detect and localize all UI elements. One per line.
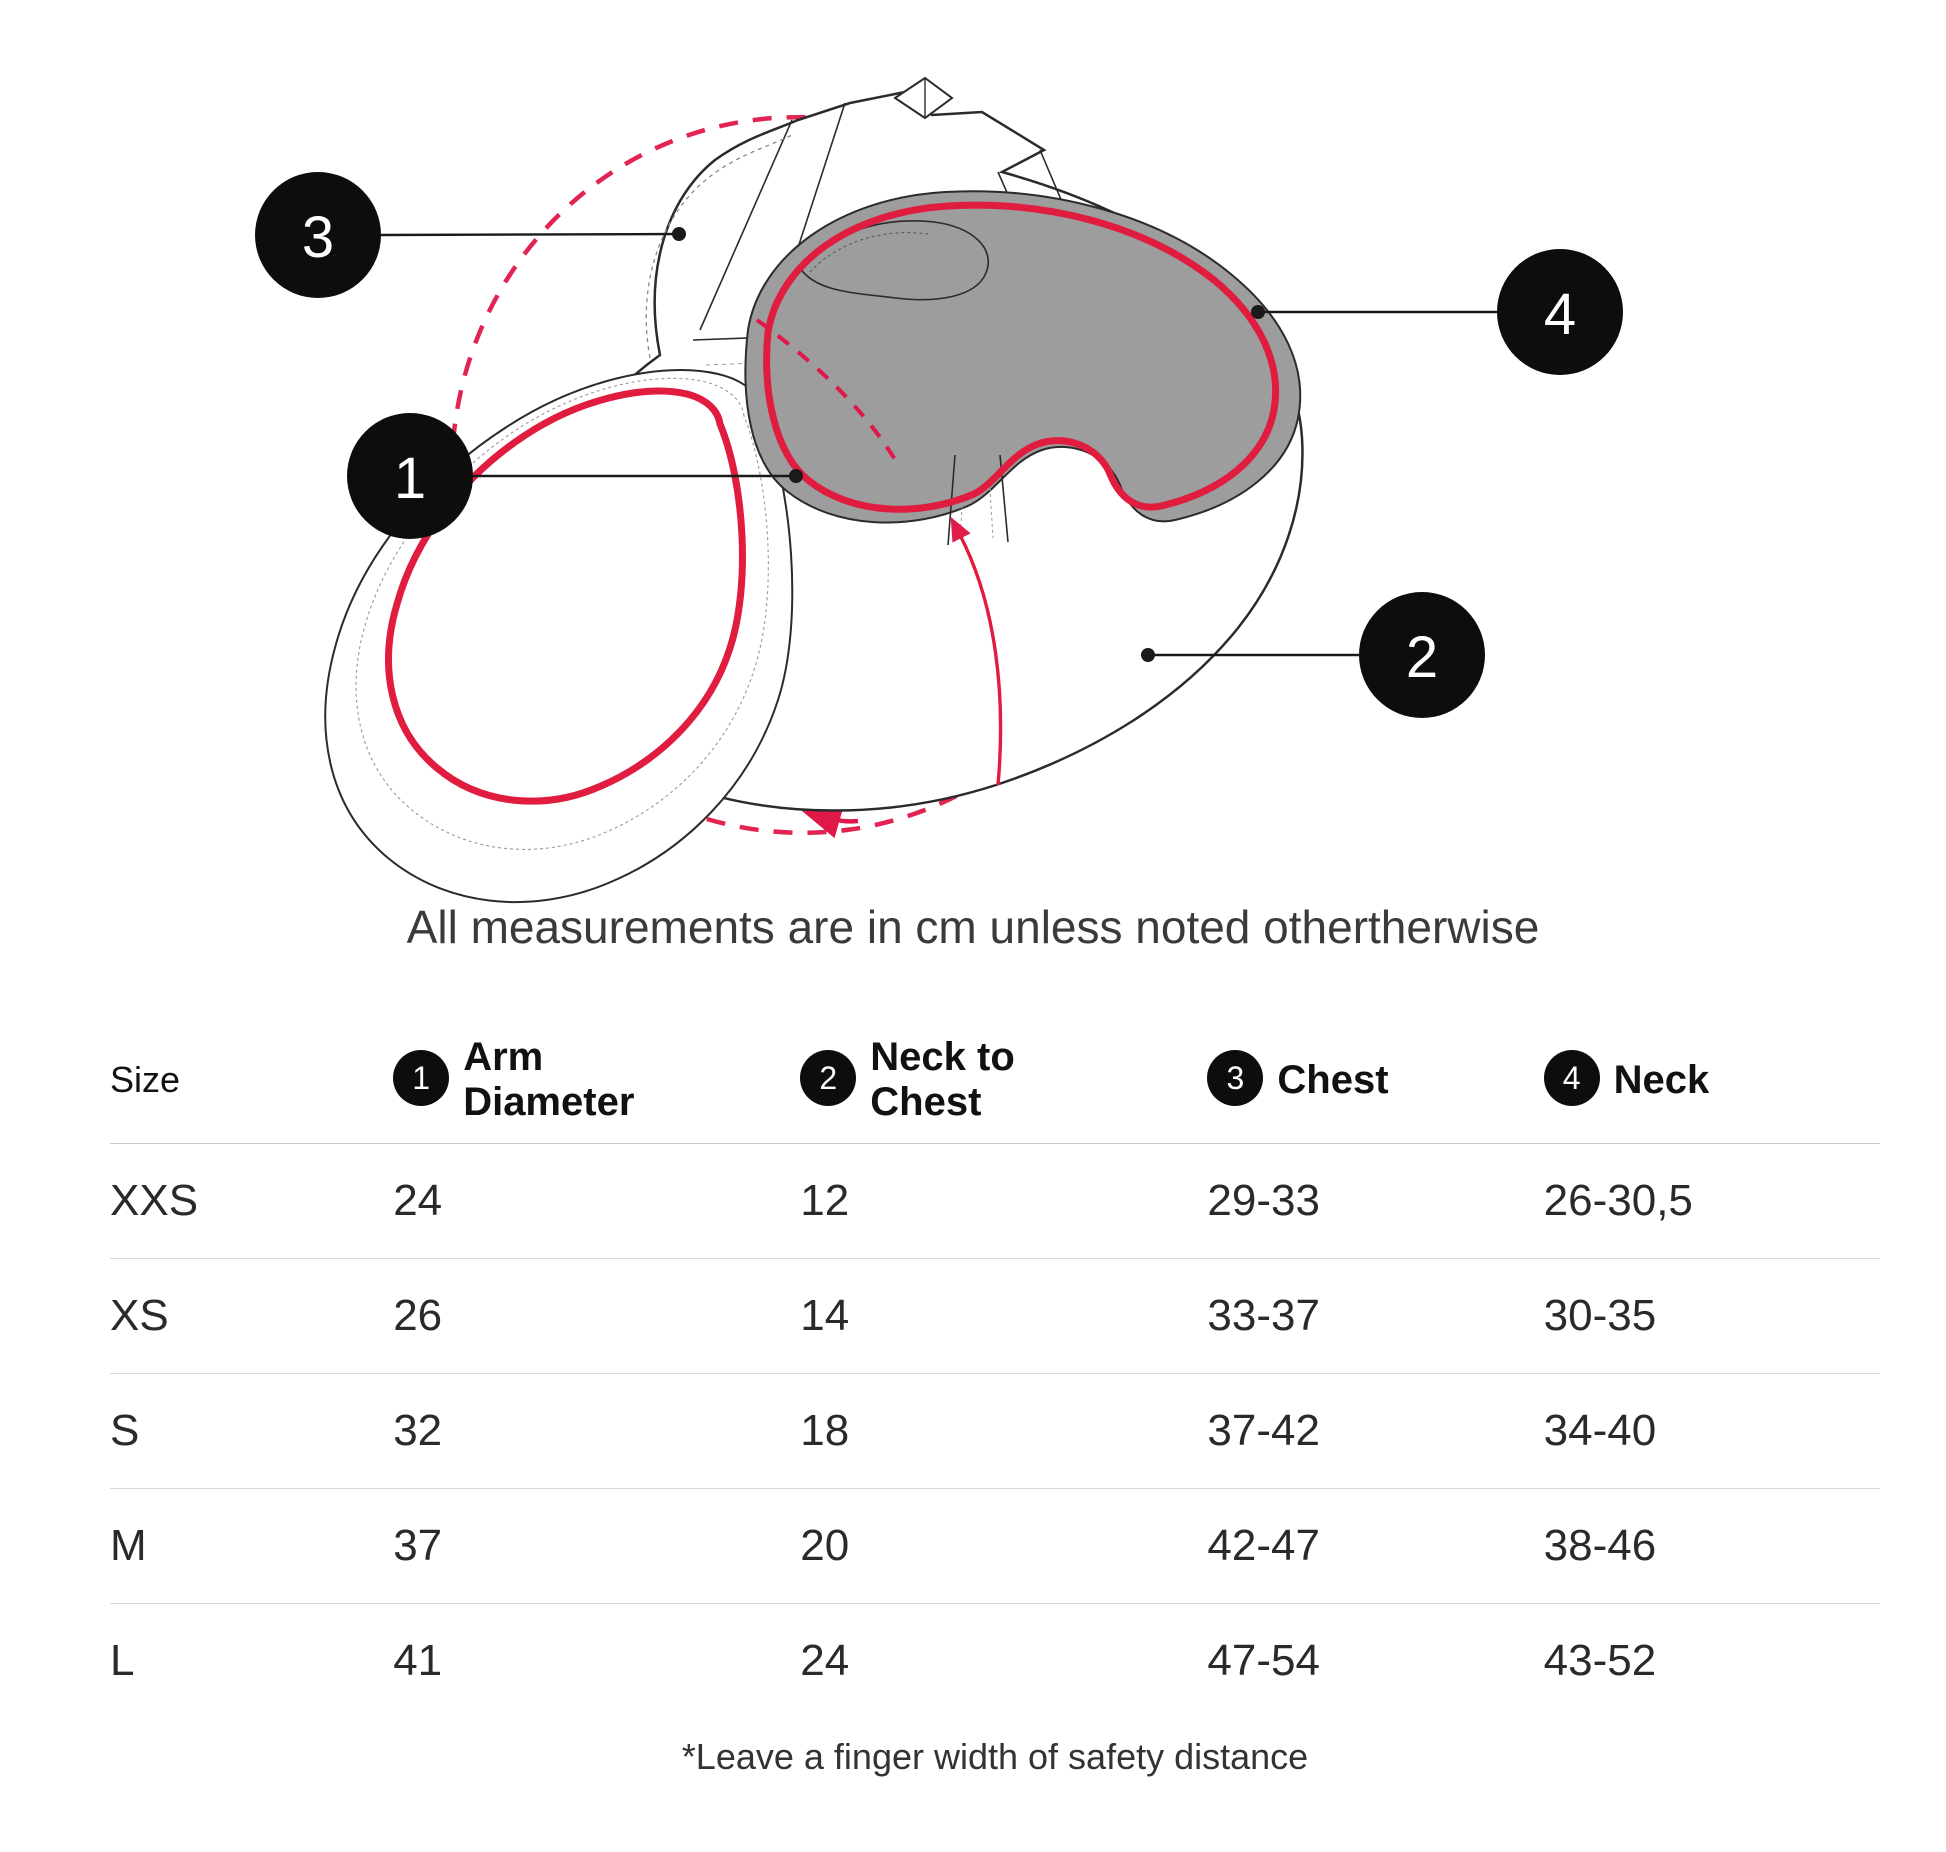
svg-text:1: 1 [394,446,426,511]
svg-text:4: 4 [1544,282,1576,347]
svg-text:2: 2 [1406,625,1438,690]
svg-text:3: 3 [302,205,334,270]
